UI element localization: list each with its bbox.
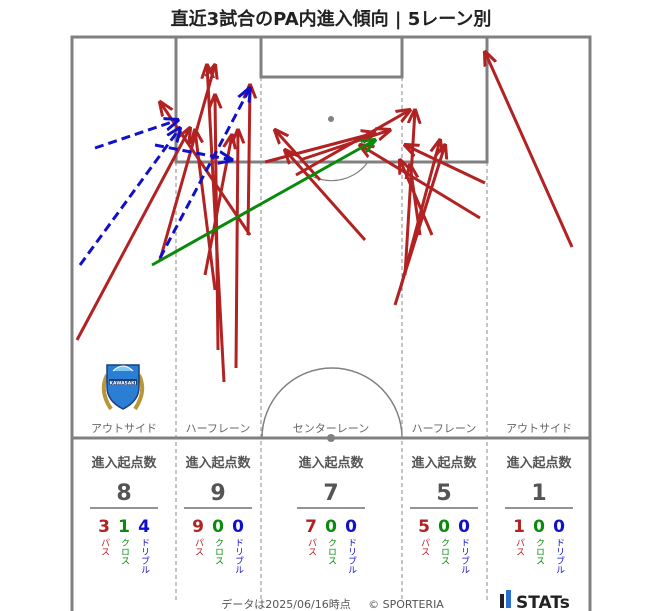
pass-count: 1 — [513, 517, 525, 537]
goal-area — [259, 37, 404, 79]
dribble-label: ドリブル — [459, 538, 470, 574]
pass-count: 3 — [98, 517, 110, 537]
entry-arrows — [75, 52, 574, 383]
cross-label: クロス — [119, 538, 129, 565]
dribble-label: ドリブル — [554, 538, 565, 574]
cross-count: 0 — [325, 517, 337, 537]
cross-label: クロス — [326, 538, 336, 565]
pass-label: パス — [193, 538, 204, 556]
penalty-spot — [328, 116, 334, 122]
emblem-text: KAWASAKI — [110, 381, 137, 387]
cross-count: 0 — [438, 517, 450, 537]
dribble-count: 0 — [553, 517, 565, 537]
cross-arrow — [151, 140, 375, 267]
dribble-count: 4 — [138, 517, 150, 537]
pass-arrow — [485, 52, 574, 248]
pass-arrow — [403, 110, 415, 276]
pass-label: パス — [514, 538, 525, 556]
entry-count-value: 7 — [323, 481, 338, 506]
lane-stats: 進入起点数83パス1クロス4ドリブル進入起点数99パス0クロス0ドリブル進入起点… — [90, 455, 573, 574]
lane-names: アウトサイド ハーフレーン センターレーン ハーフレーン アウトサイド — [91, 422, 572, 435]
cross-count: 0 — [212, 517, 224, 537]
lane-name: センターレーン — [293, 422, 369, 435]
lane-name: アウトサイド — [506, 422, 572, 435]
entry-count-label: 進入起点数 — [298, 455, 364, 471]
footer-date: データは2025/06/16時点 — [221, 597, 350, 611]
cross-label: クロス — [213, 538, 223, 565]
pass-arrow — [158, 65, 215, 261]
penalty-area — [174, 37, 489, 164]
dribble-count: 0 — [345, 517, 357, 537]
pass-label: パス — [99, 538, 110, 556]
entry-count-label: 進入起点数 — [506, 455, 572, 471]
stats-logo-icon — [500, 594, 504, 608]
center-circle — [261, 367, 403, 439]
dribble-arrow — [78, 128, 180, 266]
pass-arrow — [400, 160, 434, 236]
entry-count-value: 9 — [210, 481, 225, 506]
dribble-label: ドリブル — [346, 538, 357, 574]
pass-arrow — [75, 128, 190, 341]
cross-count: 0 — [533, 517, 545, 537]
footer-copyright: © SPORTERIA — [368, 598, 444, 611]
pass-count: 9 — [192, 517, 204, 537]
pass-arrow — [360, 145, 481, 220]
pitch-lines — [70, 35, 592, 611]
pass-arrow — [405, 145, 486, 185]
dribble-label: ドリブル — [233, 538, 244, 574]
pass-count: 7 — [305, 517, 317, 537]
pass-arrow — [285, 150, 367, 241]
pass-count: 5 — [418, 517, 430, 537]
entry-count-label: 進入起点数 — [411, 455, 477, 471]
entry-count-value: 1 — [531, 481, 546, 506]
frontale-emblem-icon: KAWASAKI — [101, 364, 145, 411]
entry-count-label: 進入起点数 — [91, 455, 157, 471]
entry-count-value: 5 — [436, 481, 451, 506]
pass-label: パス — [306, 538, 317, 556]
center-spot — [327, 434, 335, 442]
lane-name: ハーフレーン — [412, 422, 477, 435]
pitch-outline — [70, 35, 592, 611]
stats-logo-icon — [506, 590, 511, 608]
dribble-label: ドリブル — [139, 538, 150, 574]
entry-count-label: 進入起点数 — [185, 455, 251, 471]
dribble-arrow — [158, 88, 250, 259]
cross-label: クロス — [439, 538, 449, 565]
chart-title: 直近3試合のPA内進入傾向 | 5レーン別 — [171, 8, 492, 30]
stats-logo: STATs — [500, 590, 570, 611]
cross-count: 1 — [118, 517, 130, 537]
pass-arrow — [236, 130, 238, 369]
lane-name: アウトサイド — [91, 422, 157, 435]
entry-count-value: 8 — [116, 481, 131, 506]
dribble-count: 0 — [458, 517, 470, 537]
lane-name: ハーフレーン — [186, 422, 251, 435]
dribble-count: 0 — [232, 517, 244, 537]
pass-label: パス — [419, 538, 430, 556]
cross-label: クロス — [534, 538, 544, 565]
dribble-arrow — [94, 120, 178, 150]
brand-text: STATs — [516, 593, 570, 611]
